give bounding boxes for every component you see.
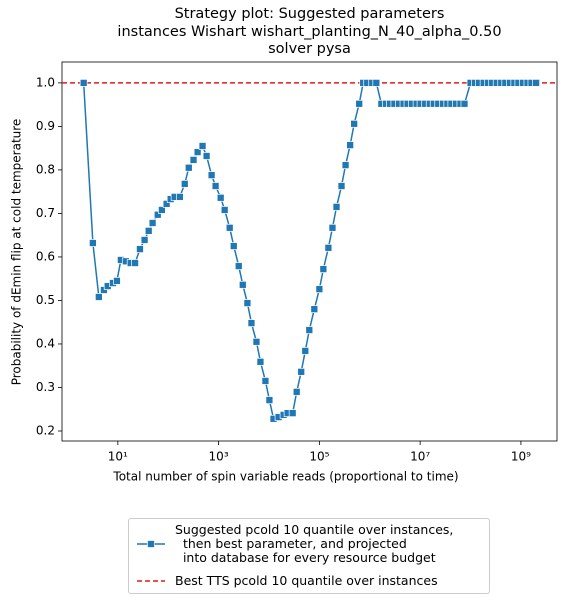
marker [140, 236, 149, 244]
marker [324, 243, 333, 252]
y-tick-label: 0.8 [36, 162, 55, 176]
marker [94, 293, 103, 301]
marker [136, 245, 144, 253]
marker [247, 319, 256, 327]
marker [243, 299, 252, 307]
y-tick-label: 0.5 [36, 293, 55, 307]
plot-frame [61, 61, 558, 442]
marker [346, 141, 354, 149]
marker [79, 79, 88, 87]
marker [319, 265, 328, 273]
marker [328, 223, 337, 232]
marker [350, 119, 359, 128]
marker [207, 171, 216, 179]
legend-label: Suggested pcold 10 quantile over instanc… [175, 522, 454, 565]
marker [216, 193, 225, 202]
marker [180, 179, 189, 188]
marker [355, 99, 364, 108]
y-tick-label: 0.3 [36, 380, 55, 394]
marker [372, 79, 381, 87]
legend-entry: Suggested pcold 10 quantile over instanc… [135, 523, 453, 565]
x-tick-label: 10⁹ [511, 450, 531, 464]
marker [175, 193, 184, 201]
marker [184, 163, 193, 172]
marker [256, 357, 265, 366]
marker [288, 409, 297, 418]
marker [297, 367, 306, 376]
y-tick-label: 0.4 [36, 336, 55, 350]
marker [158, 206, 166, 214]
marker [341, 161, 350, 169]
marker [189, 156, 198, 164]
y-tick-label: 0.6 [36, 249, 55, 263]
marker [89, 239, 97, 247]
y-axis-label: Probability of dEmin flip at cold temper… [10, 119, 24, 386]
marker [198, 142, 207, 150]
marker [265, 396, 274, 404]
legend-label: Best TTS pcold 10 quantile over instance… [175, 573, 438, 588]
marker [148, 219, 157, 227]
legend-marker [147, 540, 155, 548]
marker [460, 99, 469, 108]
marker [202, 152, 211, 160]
marker [252, 337, 261, 346]
legend-swatch [137, 580, 165, 582]
marker [532, 79, 540, 87]
marker [162, 200, 171, 208]
marker [238, 280, 247, 289]
y-tick-label: 0.7 [36, 206, 55, 220]
legend-entry: Best TTS pcold 10 quantile over instance… [135, 574, 438, 588]
marker [225, 223, 234, 232]
marker [113, 277, 121, 285]
marker [144, 226, 153, 235]
marker [301, 347, 310, 355]
legend-swatch [137, 540, 165, 548]
marker [131, 259, 139, 267]
marker [292, 387, 301, 396]
y-tick-label: 1.0 [36, 75, 55, 89]
series-line [82, 82, 537, 420]
marker [337, 182, 346, 190]
marker [315, 285, 324, 293]
marker [234, 262, 243, 270]
marker [261, 377, 270, 385]
x-tick-label: 10¹ [108, 450, 128, 464]
x-tick-label: 10⁵ [309, 450, 329, 464]
marker [332, 203, 341, 211]
x-axis-label: Total number of spin variable reads (pro… [112, 470, 458, 484]
marker [193, 148, 202, 156]
marker [211, 182, 220, 190]
marker [153, 210, 162, 219]
y-tick-label: 0.9 [36, 119, 55, 133]
marker [305, 326, 314, 334]
marker [229, 242, 238, 250]
chart-title: Strategy plot: Suggested parameters inst… [117, 6, 502, 57]
marker [220, 206, 229, 214]
marker [310, 305, 319, 314]
x-tick-label: 10³ [209, 450, 229, 464]
legend: Suggested pcold 10 quantile over instanc… [128, 518, 490, 594]
x-tick-label: 10⁷ [410, 450, 430, 464]
y-tick-label: 0.2 [36, 423, 55, 437]
